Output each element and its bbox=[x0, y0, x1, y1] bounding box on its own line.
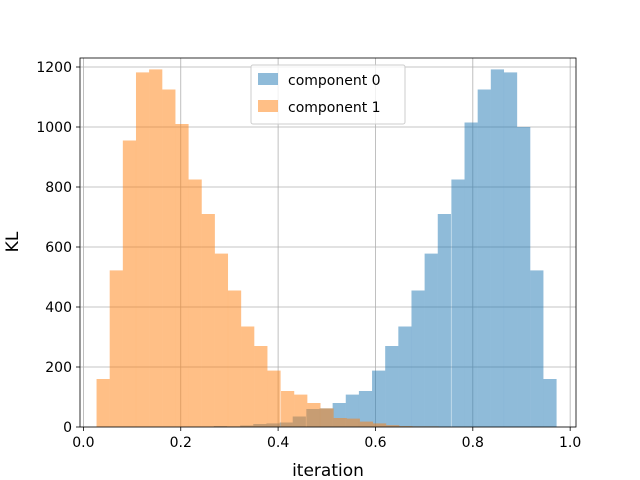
bar-series-1-bin-8 bbox=[201, 214, 215, 427]
legend: component 0 component 1 bbox=[250, 64, 406, 125]
legend-swatch-component-0 bbox=[258, 73, 278, 85]
bar-series-0-bin-11 bbox=[358, 391, 373, 427]
y-tick-label-4: 800 bbox=[45, 180, 72, 196]
bar-series-1-bin-18 bbox=[333, 418, 347, 427]
bar-series-1-bin-19 bbox=[346, 418, 360, 427]
bar-series-1-bin-0 bbox=[96, 379, 110, 427]
bar-series-0-bin-16 bbox=[424, 253, 438, 427]
bar-series-0-bin-13 bbox=[385, 346, 399, 427]
bar-series-0-bin-18 bbox=[451, 179, 465, 427]
legend-box bbox=[250, 64, 406, 125]
bar-series-0-bin-21 bbox=[490, 69, 505, 428]
x-tick-label-1: 0.2 bbox=[170, 435, 192, 451]
bar-series-1-bin-23 bbox=[399, 426, 413, 427]
bar-series-1-bin-1 bbox=[109, 270, 123, 427]
bar-series-1-bin-17 bbox=[320, 408, 334, 427]
bar-series-1-bin-21 bbox=[373, 423, 387, 427]
plot-frame bbox=[79, 57, 577, 428]
ticks: 0.0 0.2 0.4 0.6 0.8 1.0 0 200 400 600 800 1000 1200 bbox=[36, 60, 581, 451]
legend-swatch-component-1 bbox=[258, 100, 278, 112]
x-axis-label: iteration bbox=[292, 461, 364, 480]
bar-series-1-bin-6 bbox=[175, 124, 189, 427]
bar-series-1-bin-2 bbox=[122, 140, 137, 427]
bar-series-1-bin-15 bbox=[294, 394, 308, 427]
y-tick-label-0: 0 bbox=[63, 420, 72, 436]
bar-series-1-bin-11 bbox=[241, 326, 255, 427]
x-tick-label-5: 1.0 bbox=[559, 435, 581, 451]
legend-label-component-1: component 1 bbox=[288, 100, 381, 116]
bar-series-0-bin-23 bbox=[517, 127, 531, 427]
bar-series-1-bin-16 bbox=[307, 403, 321, 427]
x-tick-label-0: 0.0 bbox=[72, 435, 94, 451]
bar-series-0-bin-22 bbox=[503, 72, 518, 428]
bar-series-1-bin-9 bbox=[214, 253, 229, 427]
bar-series-0-bin-19 bbox=[464, 122, 478, 427]
x-tick-label-3: 0.6 bbox=[364, 435, 386, 451]
bar-series-1-bin-22 bbox=[386, 425, 400, 427]
y-tick-label-2: 400 bbox=[45, 300, 72, 316]
bar-series-0-bin-12 bbox=[372, 370, 386, 427]
y-axis-label: KL bbox=[3, 231, 23, 252]
bar-series-0-bin-20 bbox=[477, 89, 491, 427]
bar-series-0-bin-24 bbox=[530, 270, 544, 427]
bar-series-0-bin-17 bbox=[437, 214, 451, 427]
x-tick-label-2: 0.4 bbox=[267, 435, 289, 451]
bar-series-1-bin-13 bbox=[267, 370, 281, 427]
y-tick-label-5: 1000 bbox=[36, 120, 72, 136]
bar-series-0-bin-14 bbox=[398, 326, 412, 427]
bar-series-1-bin-20 bbox=[359, 421, 374, 427]
y-tick-label-1: 200 bbox=[45, 360, 72, 376]
bar-series-1-bin-3 bbox=[135, 72, 150, 428]
bar-series-0-bin-25 bbox=[543, 379, 557, 427]
bar-series-1-bin-12 bbox=[254, 346, 268, 427]
bar-series-1-bin-5 bbox=[162, 89, 176, 427]
legend-label-component-0: component 0 bbox=[288, 73, 381, 89]
y-tick-label-3: 600 bbox=[45, 240, 72, 256]
y-tick-label-6: 1200 bbox=[36, 60, 72, 76]
bar-series-1-bin-14 bbox=[281, 391, 295, 427]
bars bbox=[96, 69, 557, 428]
bar-series-1-bin-10 bbox=[227, 290, 242, 427]
x-tick-label-4: 0.8 bbox=[462, 435, 484, 451]
bar-series-1-bin-7 bbox=[188, 179, 202, 427]
bar-series-1-bin-4 bbox=[149, 69, 163, 428]
bar-series-0-bin-15 bbox=[411, 290, 425, 427]
